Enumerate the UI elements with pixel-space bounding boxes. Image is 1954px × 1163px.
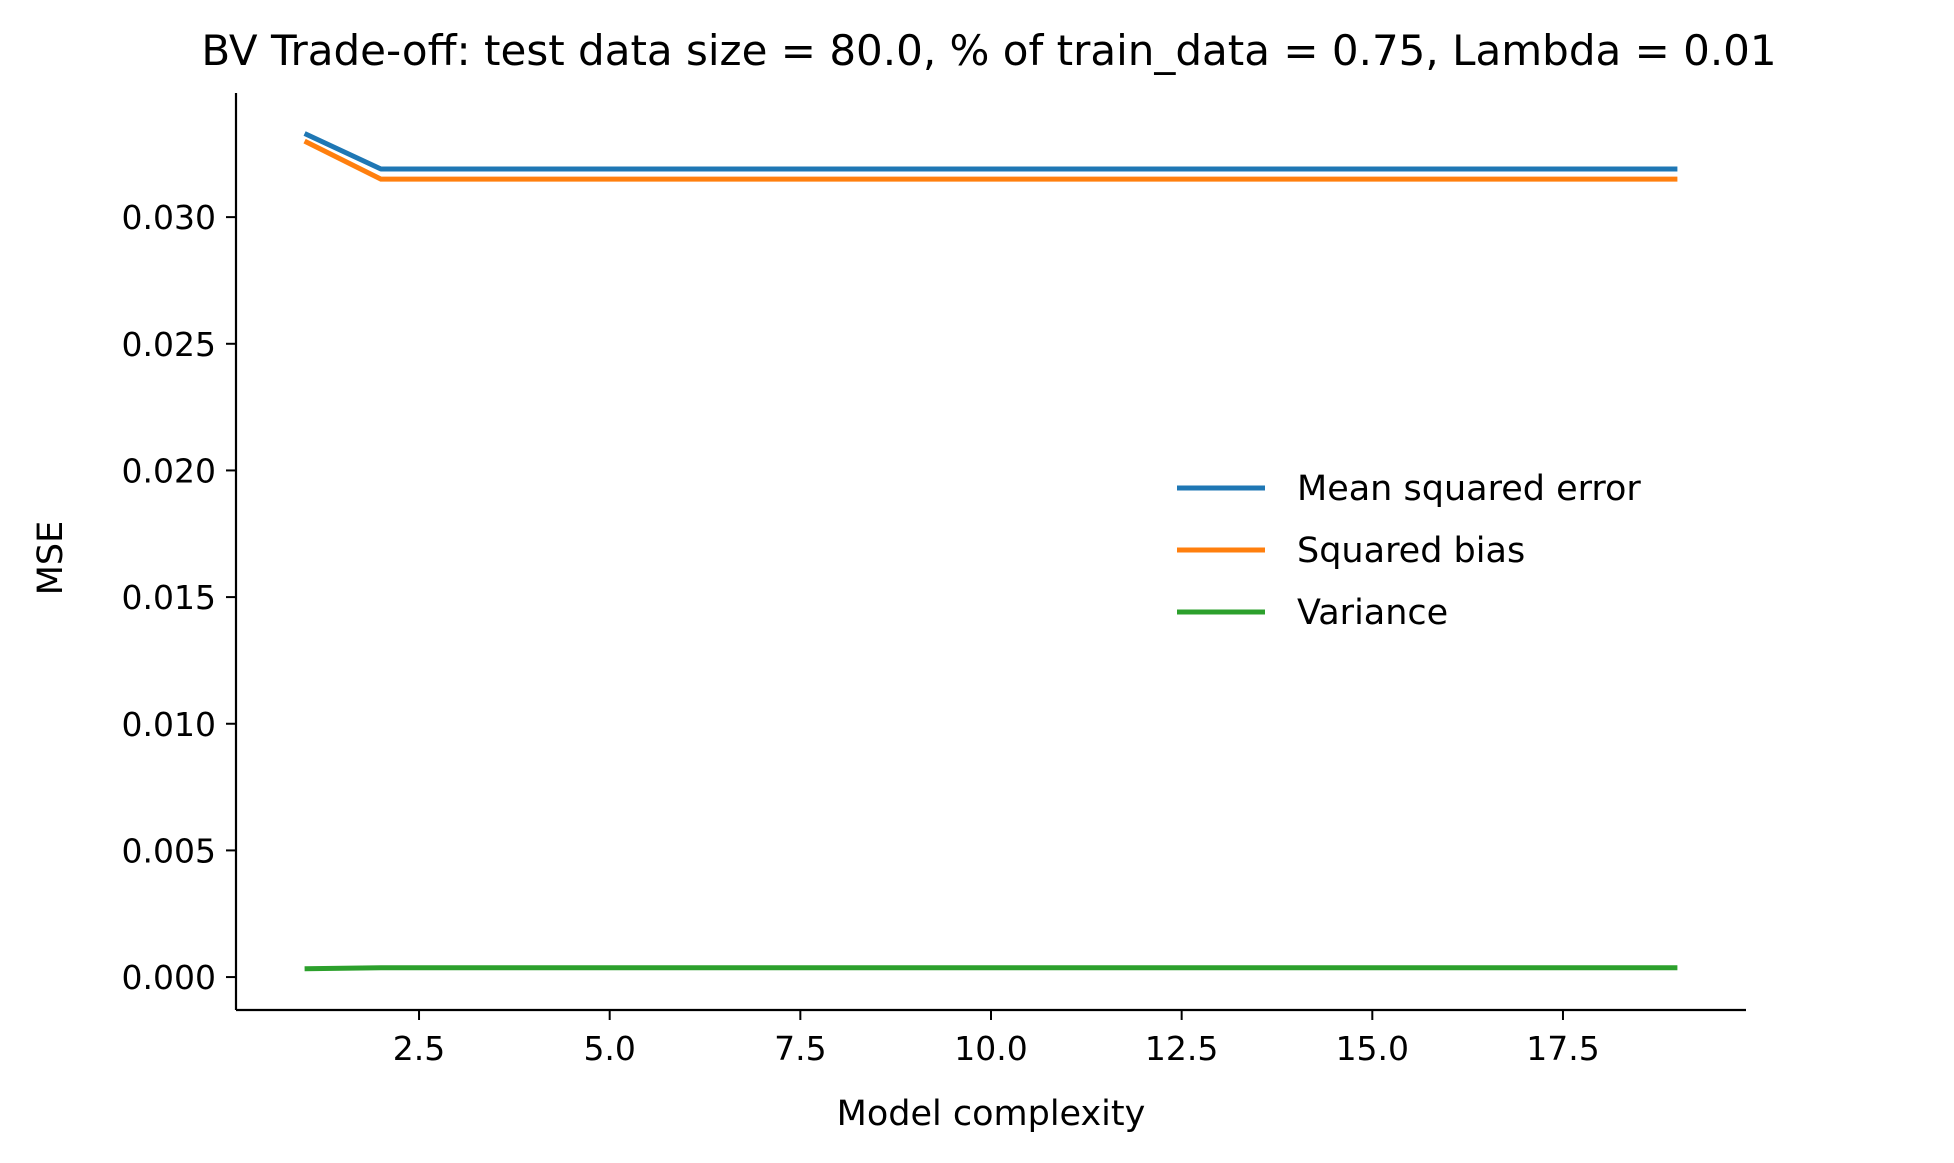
chart-title: BV Trade-off: test data size = 80.0, % o… [201, 26, 1776, 75]
y-tick-label: 0.005 [122, 831, 216, 870]
x-tick-label: 5.0 [583, 1029, 635, 1068]
x-tick-label: 17.5 [1526, 1029, 1599, 1068]
y-tick-label: 0.030 [122, 198, 216, 237]
legend: Mean squared error Squared bias Variance [1177, 469, 1641, 633]
x-tick-label: 7.5 [774, 1029, 826, 1068]
y-tick-label: 0.000 [122, 958, 216, 997]
y-axis-ticks: 0.000 0.005 0.010 0.015 0.020 0.025 0.030 [122, 198, 236, 997]
series-line-1 [303, 138, 1678, 182]
legend-label-1: Squared bias [1297, 531, 1525, 571]
legend-label-0: Mean squared error [1297, 469, 1641, 509]
x-tick-label: 15.0 [1336, 1029, 1409, 1068]
plot-area [303, 131, 1678, 972]
series-line-0 [303, 131, 1678, 172]
y-tick-label: 0.020 [122, 451, 216, 490]
series-line-2 [304, 965, 1678, 972]
y-tick-label: 0.025 [122, 325, 216, 364]
x-axis-ticks: 2.5 5.0 7.5 10.0 12.5 15.0 17.5 [393, 1010, 1600, 1068]
x-tick-label: 10.0 [954, 1029, 1027, 1068]
y-axis-title: MSE [31, 521, 71, 596]
x-tick-label: 12.5 [1145, 1029, 1218, 1068]
y-tick-label: 0.015 [122, 578, 216, 617]
x-tick-label: 2.5 [393, 1029, 445, 1068]
x-axis-title: Model complexity [837, 1094, 1146, 1134]
legend-label-2: Variance [1297, 593, 1448, 633]
y-tick-label: 0.010 [122, 705, 216, 744]
